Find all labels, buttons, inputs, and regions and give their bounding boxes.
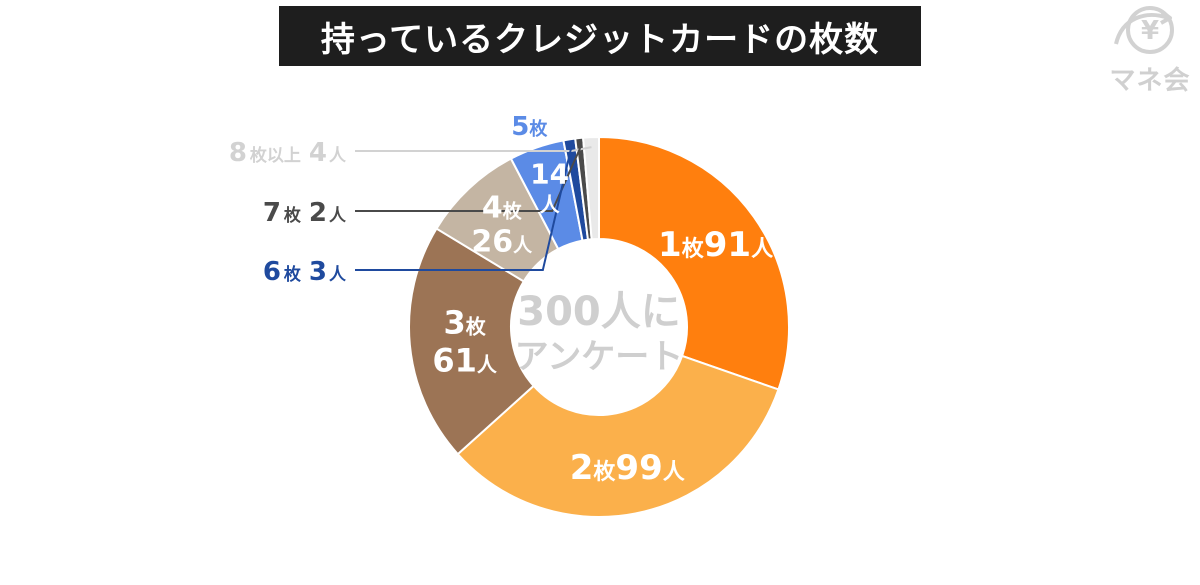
label-suffix: 人: [663, 460, 685, 485]
label-suffix: 人: [477, 353, 498, 377]
label-count: 1: [658, 225, 682, 265]
label-value: 91: [704, 225, 751, 265]
slice-label-line: 26人: [471, 224, 533, 259]
slice-label-1: 1枚91人: [658, 225, 773, 265]
callout-label-8: 8 枚以上 4 人: [229, 138, 347, 168]
label-unit: 枚: [682, 236, 704, 262]
callout-leader-6: [355, 148, 572, 271]
slice-8枚以上: [582, 135, 600, 241]
slice-label-line: 2枚99人: [570, 448, 685, 488]
slice-label-line: 61人: [432, 342, 498, 380]
label-suffix: 人: [540, 192, 561, 216]
slice-label-line: 14: [530, 157, 569, 190]
label-value: 14: [530, 157, 569, 190]
chart-title: 持っているクレジットカードの枚数: [279, 6, 921, 66]
slice-label-line: 3枚: [443, 304, 486, 342]
yen-symbol: ¥: [1141, 16, 1159, 46]
center-text-line1: 300人に: [517, 289, 681, 335]
label-count: 4: [482, 190, 503, 225]
label-count: 2: [570, 448, 594, 488]
piggy-bank-yen-icon: ¥: [1114, 6, 1174, 54]
label-count: 3: [443, 304, 465, 342]
label-count: 8: [229, 138, 247, 168]
label-suffix: 人: [329, 265, 347, 285]
callout-leader-lines: [355, 146, 592, 271]
label-unit: 枚: [503, 199, 523, 222]
label-value: 26: [471, 224, 513, 259]
center-text-line2: アンケート: [515, 337, 684, 377]
label-value: 99: [615, 448, 662, 488]
slice-label-line: 4枚: [482, 190, 523, 225]
label-suffix: 人: [329, 146, 347, 166]
label-unit: 枚: [284, 264, 302, 285]
slice-3枚: [408, 227, 536, 456]
callout-leader-8: [355, 146, 592, 152]
label-suffix: 人: [329, 206, 347, 226]
slice-2枚: [456, 354, 780, 518]
callout-leader-7: [355, 147, 582, 212]
label-value: 61: [432, 342, 477, 380]
label-value: 2: [309, 198, 327, 228]
donut-slices: [408, 135, 790, 518]
slice-label-2: 2枚99人: [570, 448, 685, 488]
slice-label-line: 1枚91人: [658, 225, 773, 265]
label-value: 3: [309, 257, 327, 287]
callout-labels: 8 枚以上 4 人7 枚 2 人6 枚 3 人: [229, 138, 347, 287]
logo-text: マネ会: [1109, 66, 1191, 96]
label-unit: 枚: [593, 459, 615, 485]
label-value: 4: [309, 138, 327, 168]
label-count: 6: [263, 257, 281, 287]
label-suffix: 人: [751, 237, 773, 262]
label-unit: 枚以上: [250, 145, 301, 166]
label-count: 5: [511, 112, 529, 142]
slice-label-line: 人: [540, 192, 561, 216]
slice-1枚: [598, 135, 790, 391]
label-count: 7: [263, 198, 281, 228]
label-unit: 枚: [466, 315, 487, 339]
slice-label-5: 14人: [530, 157, 569, 216]
label-suffix: 人: [513, 234, 533, 256]
label-unit: 枚: [529, 118, 548, 140]
label-unit: 枚: [284, 205, 302, 226]
slice-label-5-outer: 5枚: [511, 112, 548, 142]
